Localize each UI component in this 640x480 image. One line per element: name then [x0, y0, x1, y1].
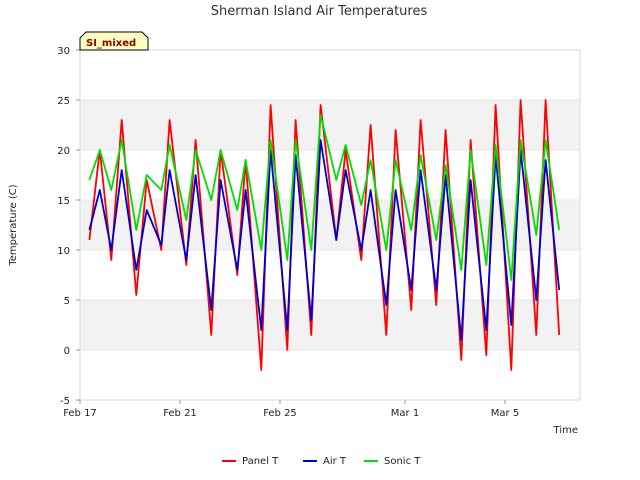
legend-label: Panel T — [242, 456, 279, 467]
x-tick-label: Mar 5 — [491, 408, 519, 419]
y-tick-label: -5 — [60, 396, 70, 407]
y-tick-label: 20 — [57, 146, 70, 157]
series-line-air-t — [88, 139, 561, 341]
series-lines — [88, 99, 561, 371]
y-tick-label: 15 — [57, 196, 70, 207]
y-tick-label: 25 — [57, 96, 70, 107]
legend-label: Sonic T — [384, 456, 421, 467]
x-tick-label: Feb 25 — [263, 408, 297, 419]
legend-label: Air T — [323, 456, 347, 467]
plot-frame — [79, 49, 581, 401]
chart-title: Sherman Island Air Temperatures — [211, 4, 428, 19]
badge-label: SI_mixed — [86, 38, 136, 49]
badge-box — [79, 31, 149, 51]
x-axis-label: Time — [553, 425, 578, 436]
x-axis-ticks: Feb 17 Feb 21 Feb 25 Mar 1 Mar 5 — [63, 400, 519, 419]
y-axis-label: Temperature (C) — [8, 184, 19, 266]
x-tick-label: Feb 21 — [163, 408, 197, 419]
x-tick-label: Mar 1 — [391, 408, 419, 419]
series-line-sonic-t — [88, 114, 561, 281]
y-tick-label: 0 — [64, 346, 70, 357]
y-axis-ticks: -5 0 5 10 15 20 25 30 — [57, 46, 80, 407]
x-tick-label: Feb 17 — [63, 408, 97, 419]
site-badge: SI_mixed — [79, 31, 149, 51]
y-tick-label: 10 — [57, 246, 70, 257]
y-tick-label: 5 — [64, 296, 70, 307]
grid-band — [80, 100, 580, 150]
grid-band — [80, 300, 580, 350]
legend: Panel T Air T Sonic T — [222, 456, 421, 467]
y-tick-label: 30 — [57, 46, 70, 57]
